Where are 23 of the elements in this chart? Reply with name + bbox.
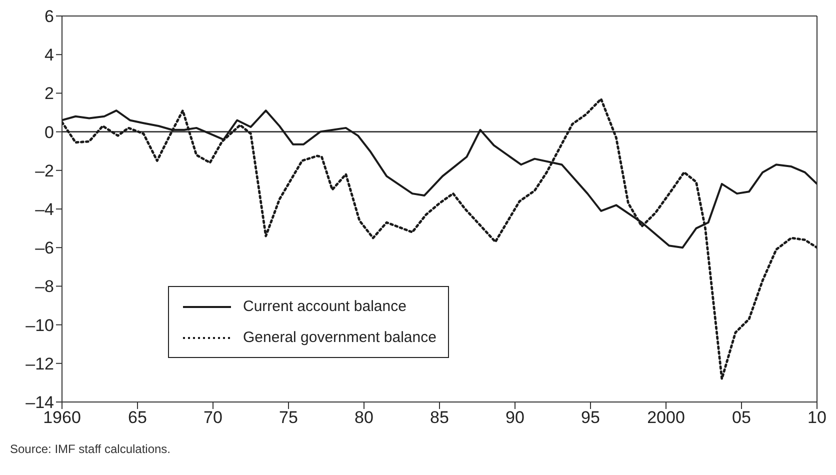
x-tick-label: 05 bbox=[732, 408, 751, 428]
x-tick-label: 80 bbox=[354, 408, 374, 428]
x-tick-label: 75 bbox=[279, 408, 298, 428]
x-tick-label: 65 bbox=[128, 408, 147, 428]
x-tick-label: 95 bbox=[581, 408, 600, 428]
y-tick-label: 4 bbox=[44, 46, 54, 65]
y-tick-label: 6 bbox=[44, 7, 54, 26]
x-tick-label: 70 bbox=[204, 408, 222, 428]
y-tick-label: –4 bbox=[35, 200, 54, 220]
legend-label: Current account balance bbox=[243, 298, 406, 315]
y-tick-label: –10 bbox=[26, 316, 54, 335]
x-tick-label: 2000 bbox=[647, 408, 685, 428]
x-tick-label: 85 bbox=[430, 408, 449, 428]
y-tick-label: 0 bbox=[44, 122, 54, 142]
x-tick-label: 90 bbox=[506, 408, 524, 428]
x-tick-label: 10 bbox=[808, 408, 826, 428]
y-tick-label: –6 bbox=[35, 238, 54, 258]
y-tick-label: –8 bbox=[35, 277, 54, 296]
y-tick-label: –2 bbox=[35, 161, 54, 180]
y-tick-label: 2 bbox=[44, 84, 54, 104]
source-note: Source: IMF staff calculations. bbox=[10, 442, 172, 456]
y-tick-label: –12 bbox=[26, 354, 54, 374]
legend-label: General government balance bbox=[243, 329, 436, 346]
